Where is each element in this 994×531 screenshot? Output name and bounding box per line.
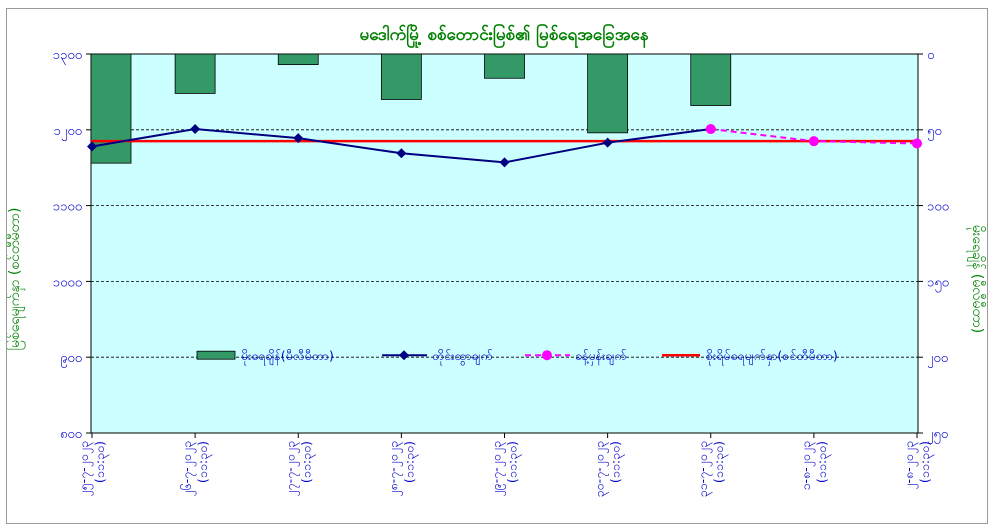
x-tick-label-time: (၁၁:၃၀) xyxy=(917,441,935,483)
right-tick-label: ၅၀ xyxy=(927,124,942,141)
x-tick-label-time: (၁၁:၃၀) xyxy=(711,441,729,483)
chart-frame: မဒေါက်မြို့ စစ်တောင်းမြစ်၏ မြစ်ရေအခြေအနေ… xyxy=(6,8,988,524)
legend-label: မိုးရေချိန်(မီလီမီတာ) xyxy=(241,348,334,366)
left-axis-label: မြစ်ရေမျက်နှာ (စင်တီမီတာ) xyxy=(7,208,25,351)
x-tick-label: ၃၀-၇-၂၀၂၃ xyxy=(592,441,610,497)
x-tick-label-time: (၁၁:၃၀) xyxy=(505,441,523,483)
right-tick-label: ၁၀၀ xyxy=(927,200,949,215)
x-axis-ticks: ၂၅-၇-၂၀၂၃ (၁၁:၃၀) ၂၆-၇-၂၀၂၃ (၁၁:၃၀) ၂၇-၇-၂၀၂… xyxy=(76,433,935,497)
right-tick-label: ၀ xyxy=(927,48,934,63)
series-points xyxy=(87,124,922,168)
right-tick-label: ၂၀၀ xyxy=(927,351,948,368)
forecast-point xyxy=(912,138,922,149)
rainfall-bar xyxy=(587,53,629,134)
x-tick-label: ၂-၈-၂၀၂၃ xyxy=(901,441,919,490)
legend-swatch-marker xyxy=(542,350,552,361)
legend-swatch-marker xyxy=(399,350,409,361)
observed-point xyxy=(499,157,510,168)
x-tick-label-time: (၁၁:၃၀) xyxy=(814,441,832,483)
observed-point xyxy=(396,148,407,159)
x-tick-label: ၂၆-၇-၂၀၂၃ xyxy=(179,441,197,497)
x-tick-label-time: (၁၁:၃၀) xyxy=(608,441,626,483)
left-tick-label: ၉၀၀ xyxy=(60,351,82,368)
rainfall-bar xyxy=(90,53,132,164)
x-tick-label: ၃၁-၇-၂၀၂၃ xyxy=(695,441,713,497)
x-tick-label: ၂၉-၇-၂၀၂၃ xyxy=(489,441,507,497)
right-tick-label: ၂၅၀ xyxy=(927,427,948,444)
x-tick-label-time: (၁၁:၃၀) xyxy=(298,441,316,483)
legend-label: စိုးရိမ်ရေမျက်နှာ(စင်တီမီတာ) xyxy=(706,348,838,366)
left-tick-label: ၁၂၀၀ xyxy=(54,124,82,141)
left-tick-label: ၁၁၀၀ xyxy=(53,200,82,215)
observed-point xyxy=(190,124,201,135)
left-tick-label: ၁၃၀၀ xyxy=(53,48,82,65)
x-tick-label-time: (၁၁:၃၀) xyxy=(401,441,419,483)
x-tick-label-time: (၁၁:၃၀) xyxy=(92,441,110,483)
rainfall-bar xyxy=(174,53,216,94)
x-tick-label: ၁-၈-၂၀၂၃ xyxy=(798,441,816,491)
left-tick-label: ၁၀၀၀ xyxy=(53,275,82,290)
x-tick-label: ၂၈-၇-၂၀၂၃ xyxy=(385,441,403,497)
left-tick-label: ၈၀၀ xyxy=(60,427,82,442)
x-tick-label: ၂၇-၇-၂၀၂၃ xyxy=(282,441,300,497)
x-tick-label-time: (၁၁:၃၀) xyxy=(195,441,213,483)
forecast-point xyxy=(808,136,819,147)
legend-label: တိုင်းထွာချက် xyxy=(432,348,493,366)
forecast-point xyxy=(705,124,716,135)
rainfall-bar xyxy=(690,53,732,106)
rainfall-bar xyxy=(380,53,422,100)
observed-point xyxy=(87,141,97,152)
legend-label: ခန့်မှန်းချက် xyxy=(575,348,627,366)
legend-swatch-bar xyxy=(196,350,236,360)
plot-area xyxy=(90,53,919,434)
right-axis-label: မိုးရေချိန် (မီလီမီတာ) xyxy=(967,225,985,333)
observed-point xyxy=(602,137,613,148)
x-tick-label: ၂၅-၇-၂၀၂၃ xyxy=(76,441,94,497)
chart-title: မဒေါက်မြို့ စစ်တောင်းမြစ်၏ မြစ်ရေအခြေအနေ xyxy=(360,22,649,49)
legend: မိုးရေချိန်(မီလီမီတာ) တိုင်းထွာချက် ခန့်မှ… xyxy=(196,348,838,366)
rainfall-bar xyxy=(484,53,525,79)
rainfall-bar xyxy=(277,53,319,66)
chart: မဒေါက်မြို့ စစ်တောင်းမြစ်၏ မြစ်ရေအခြေအနေ… xyxy=(6,22,985,497)
right-tick-label: ၁၅၀ xyxy=(927,275,949,292)
observed-point xyxy=(293,133,304,144)
